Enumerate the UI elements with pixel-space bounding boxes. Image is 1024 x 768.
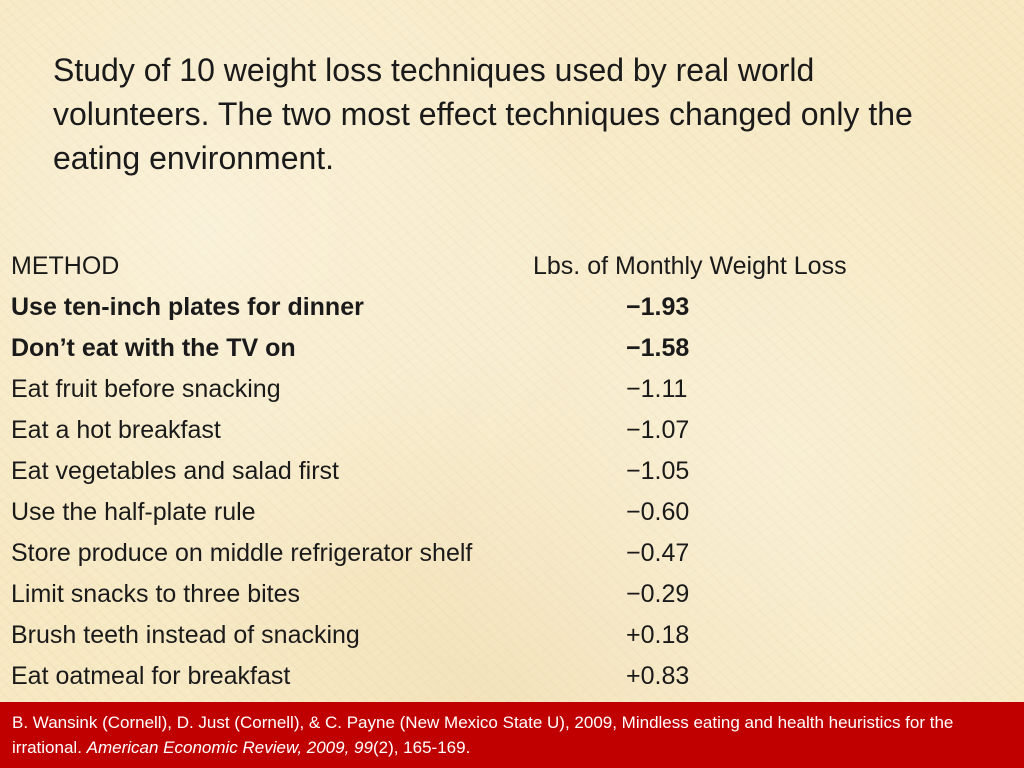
weight-loss-cell: −1.07 [626, 416, 690, 444]
table-body: METHOD Lbs. of Monthly Weight Loss Use t… [11, 246, 1011, 697]
citation-text: B. Wansink (Cornell), D. Just (Cornell),… [12, 713, 954, 757]
table-row: Eat fruit before snacking −1.11 [11, 369, 1011, 410]
table-row: Eat a hot breakfast −1.07 [11, 410, 1011, 451]
weight-loss-cell: −0.47 [626, 539, 690, 567]
citation-issue-pages: (2), 165-169. [372, 738, 471, 757]
weight-loss-cell: +0.83 [626, 662, 690, 690]
table-row: Use ten-inch plates for dinner −1.93 [11, 287, 1011, 328]
weight-loss-cell: −0.60 [626, 498, 690, 526]
weight-loss-cell: +0.18 [626, 621, 690, 649]
method-cell: Eat vegetables and salad first [11, 457, 339, 485]
citation-footer: B. Wansink (Cornell), D. Just (Cornell),… [0, 702, 1024, 768]
table-header-row: METHOD Lbs. of Monthly Weight Loss [11, 246, 1011, 287]
method-cell: Store produce on middle refrigerator she… [11, 539, 473, 567]
method-cell: Brush teeth instead of snacking [11, 621, 360, 649]
slide-title: Study of 10 weight loss techniques used … [53, 52, 913, 176]
method-cell: Eat oatmeal for breakfast [11, 662, 291, 690]
weight-loss-table: METHOD Lbs. of Monthly Weight Loss Use t… [11, 246, 1011, 697]
weight-loss-cell: −1.11 [626, 375, 688, 403]
method-cell: Don’t eat with the TV on [11, 334, 296, 362]
citation-journal: American Economic Review, 2009, 99 [86, 738, 373, 757]
table-row: Don’t eat with the TV on −1.58 [11, 328, 1011, 369]
table-row: Brush teeth instead of snacking +0.18 [11, 615, 1011, 656]
table-row: Eat oatmeal for breakfast +0.83 [11, 656, 1011, 697]
header-method: METHOD [11, 252, 120, 280]
header-weight-loss: Lbs. of Monthly Weight Loss [533, 252, 847, 280]
method-cell: Eat a hot breakfast [11, 416, 221, 444]
method-cell: Use ten-inch plates for dinner [11, 293, 364, 321]
method-cell: Use the half-plate rule [11, 498, 256, 526]
table-row: Store produce on middle refrigerator she… [11, 533, 1011, 574]
table-row: Limit snacks to three bites −0.29 [11, 574, 1011, 615]
weight-loss-cell: −1.58 [626, 334, 690, 362]
method-cell: Limit snacks to three bites [11, 580, 301, 608]
weight-loss-cell: −1.05 [626, 457, 690, 485]
weight-loss-cell: −1.93 [626, 293, 690, 321]
table-row: Use the half-plate rule −0.60 [11, 492, 1011, 533]
weight-loss-cell: −0.29 [626, 580, 690, 608]
method-cell: Eat fruit before snacking [11, 375, 281, 403]
table-row: Eat vegetables and salad first −1.05 [11, 451, 1011, 492]
